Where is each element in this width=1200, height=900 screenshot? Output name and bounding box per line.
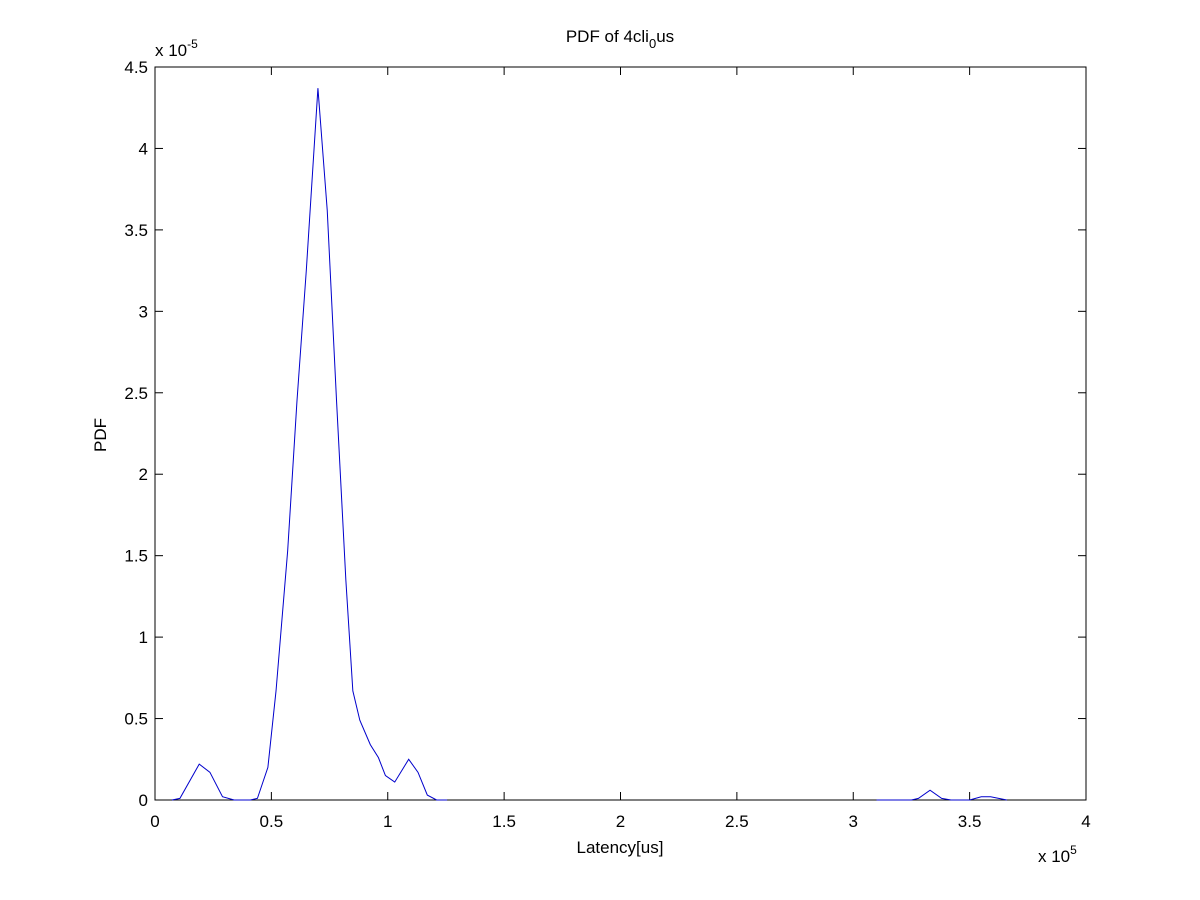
y-tick-label: 4: [139, 139, 148, 158]
x-tick-label: 2.5: [725, 812, 749, 831]
x-tick-label: 3.5: [958, 812, 982, 831]
title-text: PDF of 4cli: [566, 27, 649, 46]
x-multiplier: x 105: [1038, 843, 1077, 866]
x-tick-label: 4: [1081, 812, 1090, 831]
x-tick-label: 0: [150, 812, 159, 831]
y-multiplier: x 10-5: [155, 37, 198, 60]
y-tick-label: 3.5: [124, 221, 148, 240]
x-axis-label: Latency[us]: [577, 838, 664, 857]
multiplier-exponent: -5: [187, 37, 198, 51]
multiplier-base: x 10: [155, 41, 187, 60]
x-tick-label: 0.5: [260, 812, 284, 831]
y-tick-label: 0: [139, 791, 148, 810]
y-axis-label: PDF: [91, 418, 110, 452]
y-tick-label: 2.5: [124, 384, 148, 403]
y-tick-label: 1: [139, 628, 148, 647]
chart-title: PDF of 4cli0us: [566, 27, 674, 51]
data-line: [171, 88, 1007, 801]
y-tick-label: 4.5: [124, 58, 148, 77]
multiplier-exponent: 5: [1070, 843, 1077, 857]
y-tick-label: 2: [139, 465, 148, 484]
x-tick-label: 2: [616, 812, 625, 831]
x-tick-label: 3: [849, 812, 858, 831]
x-tick-label: 1: [383, 812, 392, 831]
multiplier-base: x 10: [1038, 847, 1070, 866]
y-tick-label: 0.5: [124, 710, 148, 729]
y-tick-label: 3: [139, 302, 148, 321]
title-subscript: 0: [649, 36, 656, 51]
x-tick-label: 1.5: [492, 812, 516, 831]
y-tick-label: 1.5: [124, 547, 148, 566]
title-text: us: [656, 27, 674, 46]
